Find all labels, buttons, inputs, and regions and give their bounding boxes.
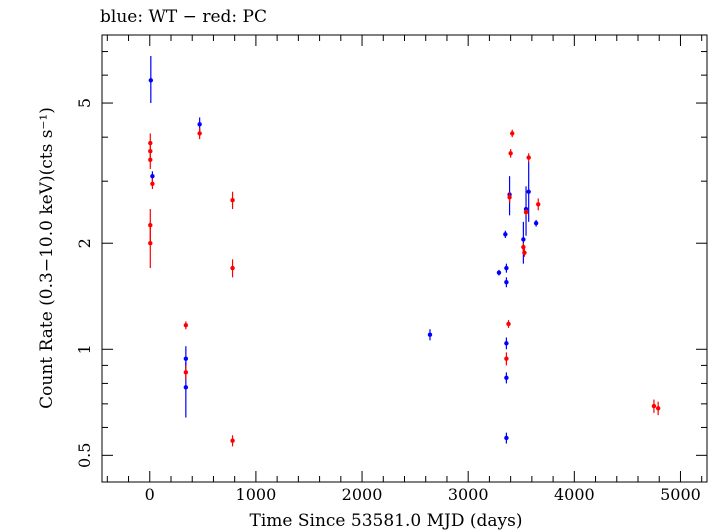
data-point [508, 151, 513, 156]
data-point [230, 265, 235, 271]
data-point [504, 341, 509, 346]
data-point [536, 202, 541, 207]
data-point [148, 78, 154, 83]
data-point [655, 406, 661, 411]
data-point [183, 385, 189, 390]
data-point [197, 131, 202, 136]
data-point [504, 265, 509, 271]
data-point [150, 173, 155, 179]
data-point [148, 157, 153, 163]
data-point [526, 189, 531, 194]
data-point [507, 195, 512, 200]
data-point [197, 122, 202, 127]
data-point [427, 332, 433, 337]
data-point [230, 197, 235, 203]
x-tick-label: 2000 [342, 485, 383, 504]
data-point [504, 280, 509, 285]
data-point [510, 131, 515, 136]
data-point [150, 181, 155, 186]
y-axis-title: Count Rate (0.3−10.0 keV)(cts s⁻¹) [37, 107, 57, 409]
data-point [148, 241, 153, 246]
y-tick-label: 2 [75, 238, 94, 248]
data-point [521, 244, 526, 250]
series-pc [148, 127, 661, 447]
data-point [183, 370, 189, 375]
y-tick-label: 1 [75, 344, 94, 354]
series-wt [148, 55, 539, 444]
axis-ticks: 0 1000 2000 3000 4000 5000 0.5 1 2 5 [75, 35, 707, 504]
data-point [183, 323, 189, 328]
data-point [533, 220, 539, 226]
data-point [522, 250, 527, 255]
data-point [523, 209, 529, 215]
x-tick-label: 5000 [660, 485, 701, 504]
x-axis-title: Time Since 53581.0 MJD (days) [250, 511, 523, 531]
y-tick-label: 5 [75, 98, 94, 108]
data-point [521, 237, 526, 242]
data-point [504, 356, 509, 361]
data-point [496, 270, 502, 275]
data-point [504, 435, 509, 441]
data-series [148, 55, 661, 447]
chart-title: blue: WT − red: PC [100, 7, 267, 27]
x-tick-label: 1000 [236, 485, 277, 504]
x-tick-label: 4000 [554, 485, 595, 504]
data-point [651, 403, 657, 409]
data-point [506, 321, 511, 327]
y-tick-label: 0.5 [75, 443, 94, 468]
x-tick-label: 3000 [448, 485, 489, 504]
data-point [526, 155, 531, 160]
data-point [503, 232, 508, 237]
data-point [230, 438, 235, 443]
data-point [504, 375, 509, 380]
x-tick-label: 0 [145, 485, 155, 504]
plot-frame [101, 34, 708, 483]
data-point [183, 356, 189, 361]
